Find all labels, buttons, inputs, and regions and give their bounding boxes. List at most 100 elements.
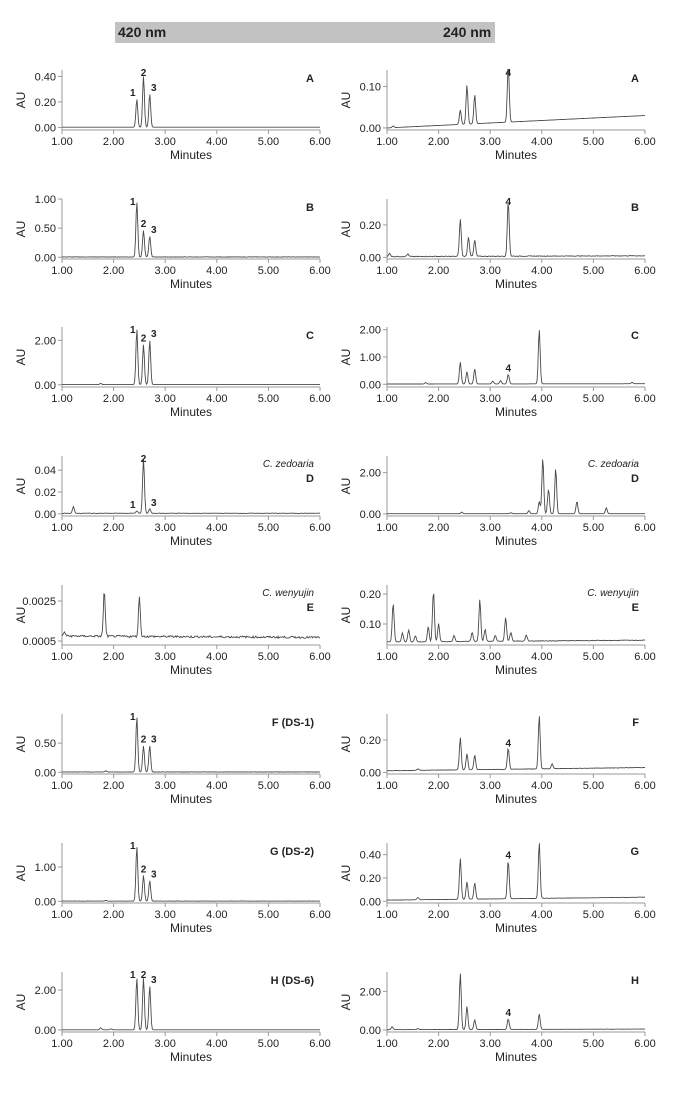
x-tick-label: 5.00: [258, 522, 279, 534]
x-tick-label: 4.00: [531, 780, 552, 792]
y-tick-label: 0.40: [360, 850, 381, 862]
y-tick-label: 0.00: [35, 122, 56, 134]
y-tick-label: 0.50: [35, 223, 56, 235]
y-tick-label: 0.00: [360, 379, 381, 391]
y-tick-label: 0.00: [360, 1025, 381, 1037]
x-tick-label: 3.00: [154, 522, 175, 534]
y-axis-title: AU: [339, 994, 353, 1011]
panel-label: F (DS-1): [272, 717, 315, 729]
x-tick-label: 3.00: [479, 393, 500, 405]
y-tick-label: 0.20: [360, 873, 381, 885]
x-tick-label: 5.00: [583, 780, 604, 792]
x-tick-label: 2.00: [428, 780, 449, 792]
chromatogram-trace: [61, 458, 321, 514]
panel-label: B: [306, 202, 314, 214]
x-tick-label: 4.00: [206, 522, 227, 534]
y-axis-title: AU: [14, 92, 28, 109]
x-tick-label: 2.00: [428, 136, 449, 148]
panel-label: E: [307, 602, 314, 614]
x-tick-label: 6.00: [309, 909, 330, 921]
x-tick-label: 6.00: [634, 1038, 655, 1050]
x-tick-label: 2.00: [103, 909, 124, 921]
x-axis-title: Minutes: [495, 534, 537, 548]
y-tick-label: 0.04: [35, 465, 56, 477]
y-tick-label: 1.00: [35, 194, 56, 206]
panel-label: C: [631, 330, 639, 342]
y-axis-title: AU: [14, 221, 28, 238]
y-tick-label: 0.20: [360, 589, 381, 601]
x-tick-label: 5.00: [258, 909, 279, 921]
panel-sublabel: C. wenyujin: [587, 588, 639, 599]
x-tick-label: 1.00: [376, 265, 397, 277]
y-axis-title: AU: [14, 349, 28, 366]
x-tick-label: 3.00: [154, 136, 175, 148]
y-tick-label: 0.20: [35, 97, 56, 109]
y-tick-label: 0.0025: [22, 596, 56, 608]
panel-label: D: [631, 473, 639, 485]
x-tick-label: 5.00: [583, 1038, 604, 1050]
x-tick-label: 2.00: [428, 522, 449, 534]
peak-label-2: 2: [141, 334, 147, 345]
y-axis-title: AU: [339, 221, 353, 238]
x-axis-title: Minutes: [495, 921, 537, 935]
x-tick-label: 2.00: [428, 651, 449, 663]
peak-label-4: 4: [505, 363, 511, 374]
x-tick-label: 5.00: [258, 651, 279, 663]
x-tick-label: 1.00: [376, 522, 397, 534]
x-axis-title: Minutes: [170, 921, 212, 935]
chromatogram-trace: [62, 76, 320, 128]
x-tick-label: 6.00: [309, 265, 330, 277]
x-axis-title: Minutes: [495, 405, 537, 419]
x-tick-label: 6.00: [309, 651, 330, 663]
peak-label-2: 2: [141, 864, 147, 875]
panel-label: G: [630, 846, 639, 858]
peak-label-4: 4: [505, 197, 511, 208]
peak-label-3: 3: [151, 225, 157, 236]
chromatogram-trace: [386, 716, 646, 772]
x-tick-label: 6.00: [634, 909, 655, 921]
chromatogram-trace: [61, 593, 321, 639]
y-axis-title: AU: [339, 736, 353, 753]
x-tick-label: 2.00: [103, 651, 124, 663]
x-tick-label: 4.00: [206, 265, 227, 277]
x-tick-label: 4.00: [531, 909, 552, 921]
panel-label: G (DS-2): [270, 846, 314, 858]
chromatogram-trace: [62, 978, 320, 1031]
chromatogram-trace: [387, 68, 646, 129]
x-tick-label: 2.00: [103, 522, 124, 534]
y-tick-label: 0.00: [35, 767, 56, 779]
panel-label: D: [306, 473, 314, 485]
y-tick-label: 0.00: [360, 767, 381, 779]
peak-label-4: 4: [505, 1008, 511, 1019]
x-tick-label: 6.00: [634, 522, 655, 534]
x-tick-label: 1.00: [376, 393, 397, 405]
y-tick-label: 0.0005: [22, 636, 56, 648]
x-tick-label: 4.00: [206, 1038, 227, 1050]
panel-label: A: [631, 73, 639, 85]
x-tick-label: 2.00: [428, 393, 449, 405]
x-axis-title: Minutes: [495, 148, 537, 162]
y-axis-title: AU: [339, 349, 353, 366]
x-axis-title: Minutes: [170, 277, 212, 291]
x-tick-label: 1.00: [51, 393, 72, 405]
x-tick-label: 3.00: [154, 909, 175, 921]
x-tick-label: 6.00: [309, 522, 330, 534]
chromatogram-trace: [386, 204, 646, 258]
chromatogram-trace: [387, 843, 646, 901]
peak-label-1: 1: [130, 325, 136, 336]
x-tick-label: 2.00: [103, 393, 124, 405]
x-tick-label: 6.00: [309, 780, 330, 792]
x-tick-label: 5.00: [583, 136, 604, 148]
y-tick-label: 2.00: [360, 325, 381, 337]
y-tick-label: 0.00: [360, 123, 381, 135]
x-tick-label: 1.00: [51, 909, 72, 921]
x-tick-label: 2.00: [103, 1038, 124, 1050]
x-tick-label: 1.00: [51, 1038, 72, 1050]
x-tick-label: 4.00: [206, 136, 227, 148]
y-tick-label: 2.00: [35, 985, 56, 997]
y-axis-title: AU: [339, 865, 353, 882]
peak-label-4: 4: [505, 739, 511, 750]
x-tick-label: 1.00: [51, 651, 72, 663]
y-tick-label: 1.00: [35, 862, 56, 874]
